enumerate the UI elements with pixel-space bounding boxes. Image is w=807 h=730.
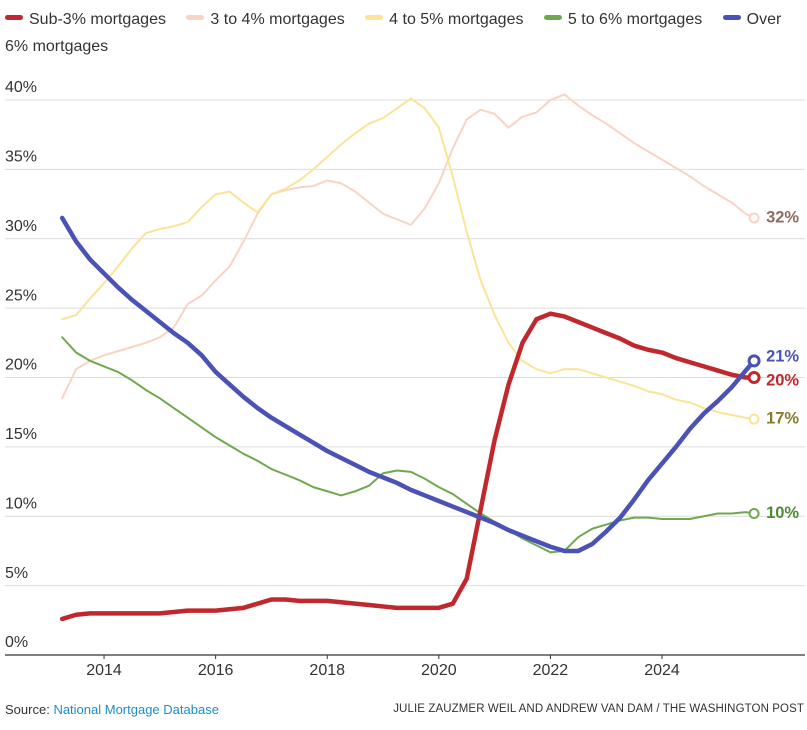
legend-swatch [5,15,23,21]
legend-swatch [365,15,384,21]
y-tick-label: 5% [5,565,28,582]
end-marker [747,354,761,368]
legend: Sub-3% mortgages 3 to 4% mortgages 4 to … [5,6,805,60]
legend-label: Over 6% mortgages [5,11,782,55]
end-label: 17% [766,409,799,427]
y-tick-label: 40% [5,79,37,96]
y-tick-label: 10% [5,495,37,512]
end-marker [748,507,760,519]
source: Source: National Mortgage Database [5,702,219,717]
footer: Source: National Mortgage Database JULIE… [5,702,804,717]
legend-swatch [543,15,562,21]
legend-label: 5 to 6% mortgages [567,11,703,28]
legend-item: 3 to 4% mortgages [186,11,345,28]
legend-swatch [186,15,205,21]
legend-label: 4 to 5% mortgages [389,11,524,28]
y-tick-label: 25% [5,287,37,304]
legend-item: 4 to 5% mortgages [365,11,523,28]
credit: JULIE ZAUZMER WEIL AND ANDREW VAN DAM / … [393,703,804,715]
series-line [61,93,756,400]
x-tick-label: 2018 [309,662,345,679]
end-marker [747,371,761,384]
series-line [61,336,756,554]
source-link[interactable]: National Mortgage Database [53,702,219,717]
y-tick-label: 15% [5,426,37,443]
legend-label: 3 to 4% mortgages [210,11,345,28]
end-marker [748,413,760,425]
y-tick-label: 20% [5,357,37,374]
legend-item: Over 6% mortgages [5,11,781,55]
series-line [59,311,757,622]
end-label: 21% [766,348,799,366]
y-tick-label: 35% [5,149,37,166]
x-tick-label: 2020 [421,662,457,679]
end-label: 32% [766,208,799,226]
legend-item: 5 to 6% mortgages [543,11,703,28]
end-label: 20% [766,372,799,390]
series-line [59,215,757,554]
y-tick-label: 0% [5,634,28,651]
end-marker [748,212,760,224]
legend-item: Sub-3% mortgages [5,11,166,28]
x-tick-label: 2022 [533,662,569,679]
chart: 0% 5% 10% 15% 20% 25% 30% 35% 40% 2014 2016 2018 202… [5,79,805,679]
end-label: 10% [766,504,799,522]
source-label: Source: [5,702,50,717]
x-tick-label: 2016 [198,662,234,679]
legend-swatch [722,15,741,21]
x-tick-label: 2024 [644,662,680,679]
x-tick-label: 2014 [86,662,122,679]
series-line [61,97,756,421]
legend-label: Sub-3% mortgages [29,11,166,28]
y-tick-label: 30% [5,218,37,235]
